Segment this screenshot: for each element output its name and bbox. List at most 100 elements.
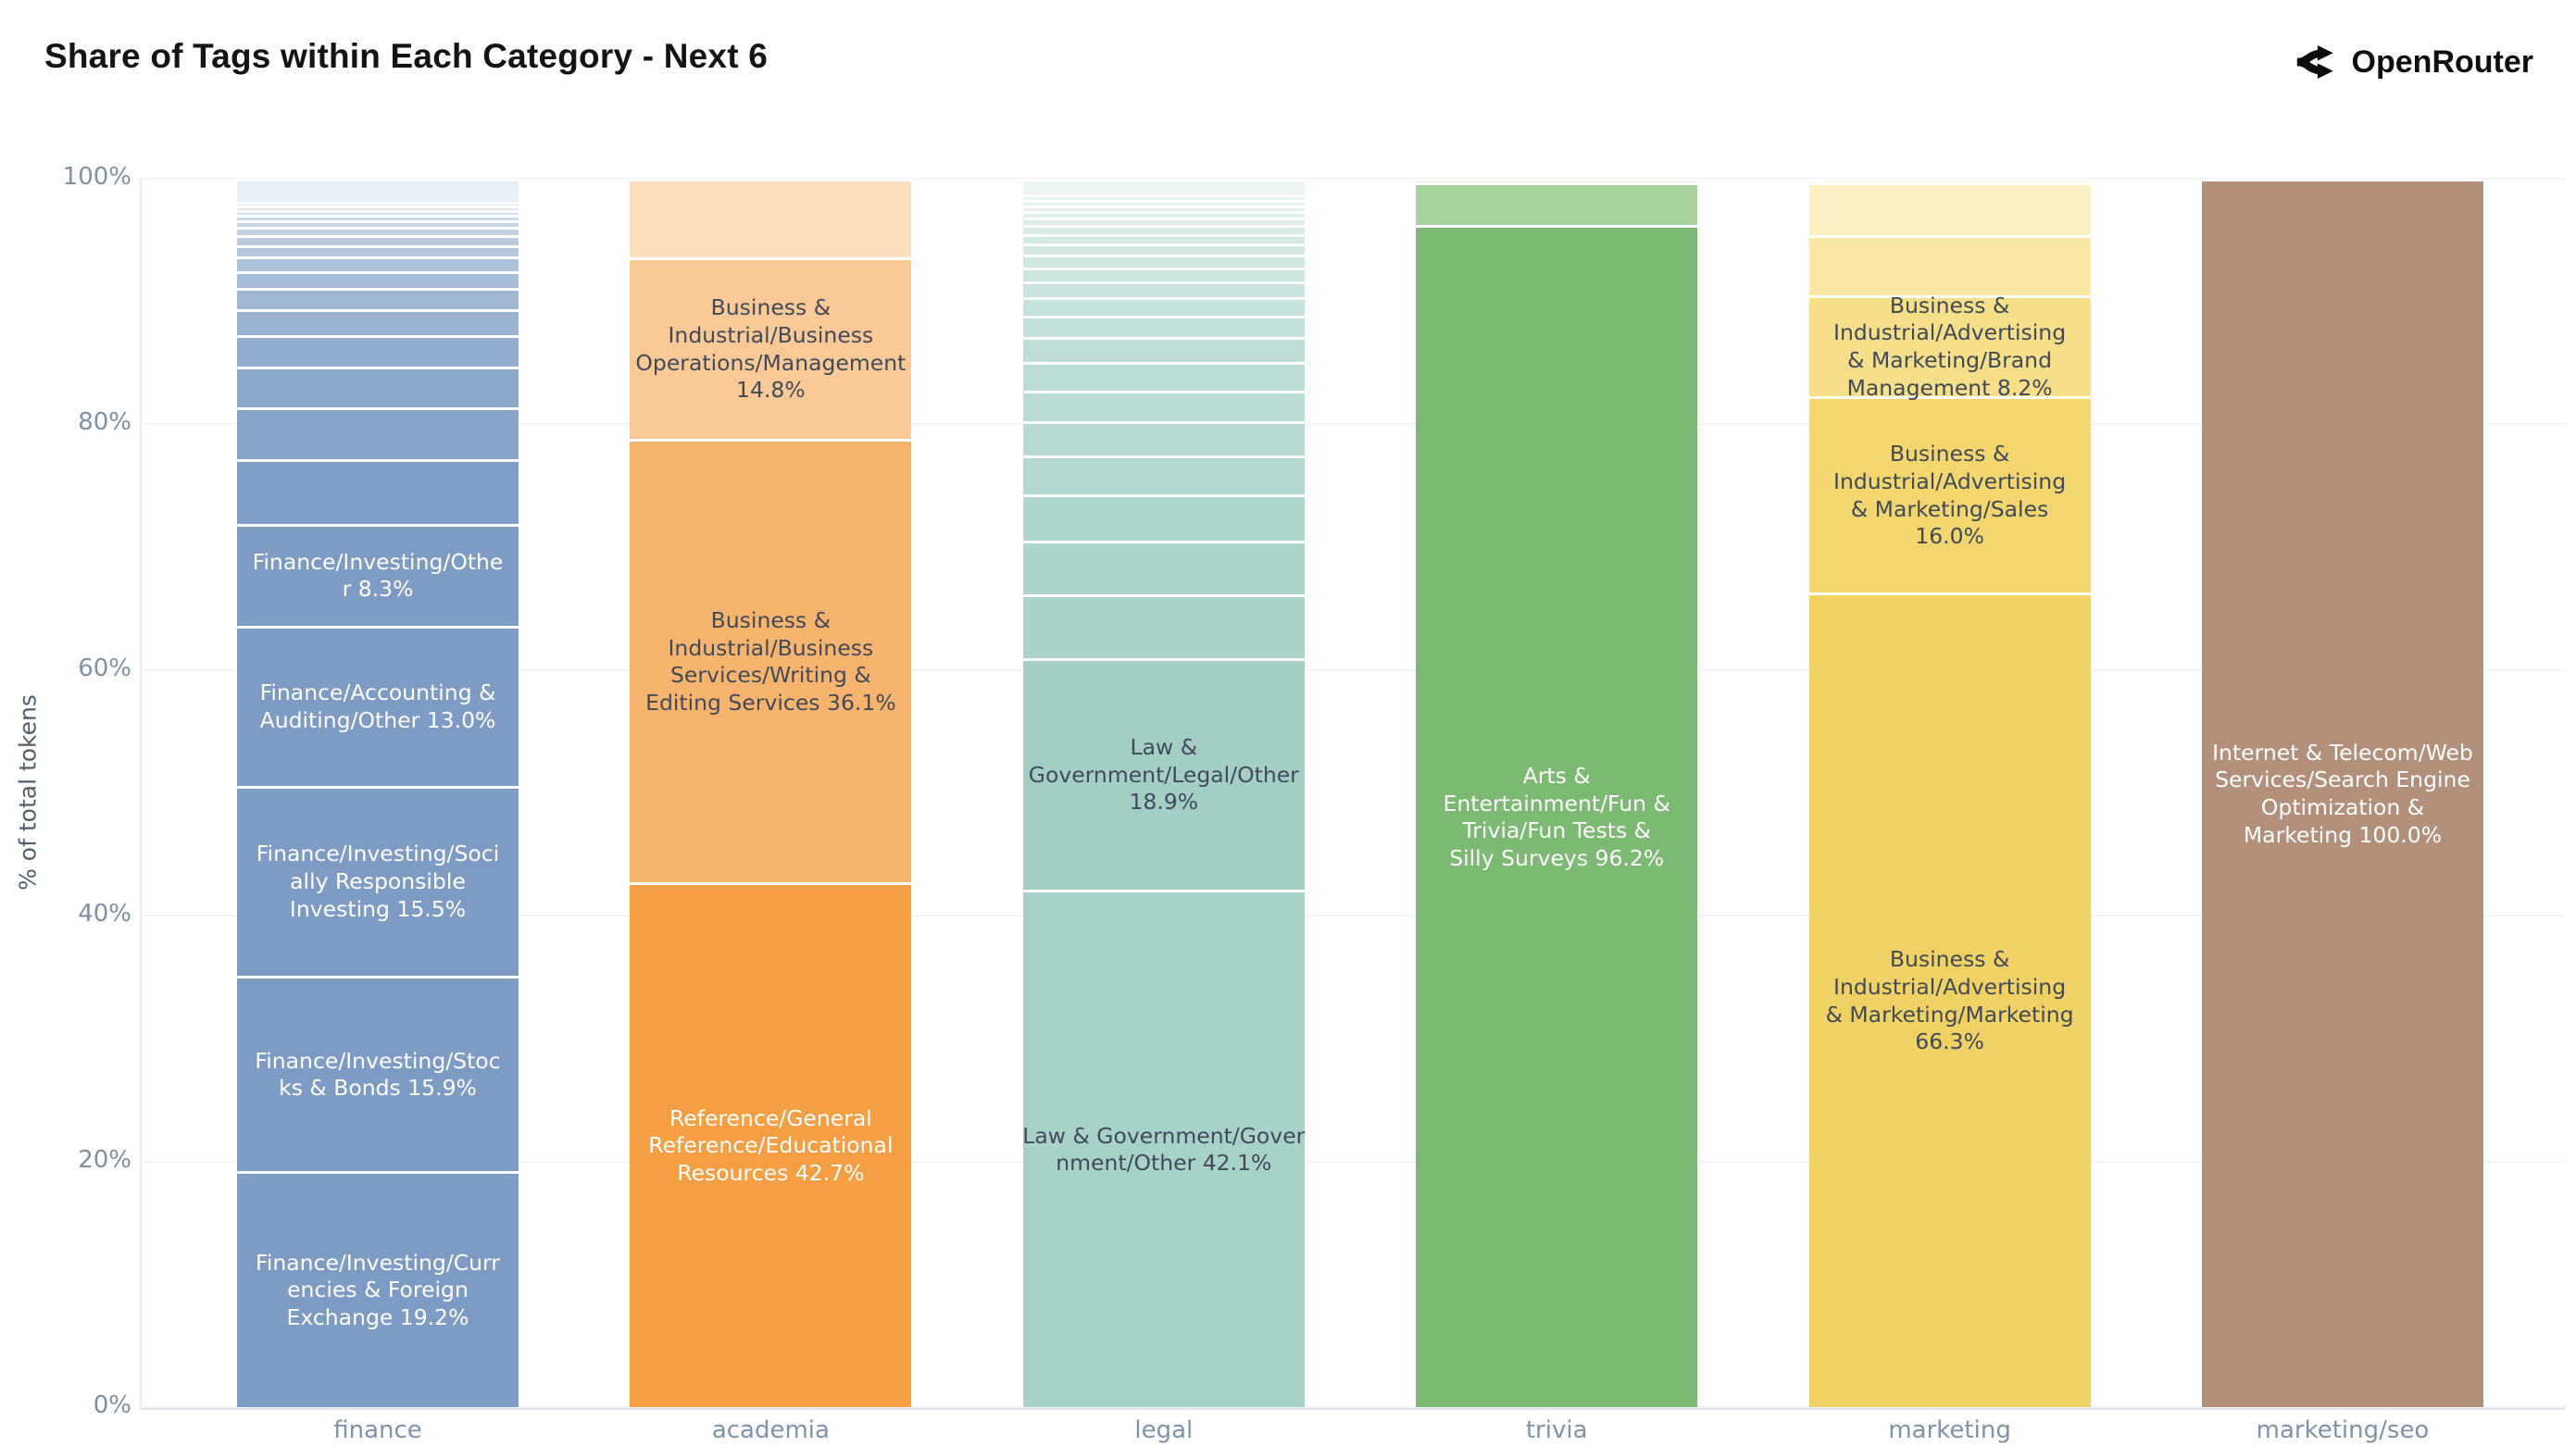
bar-segment-academia-2[interactable]: Business & Industrial/Business Operation…	[630, 256, 912, 440]
segment-label: Finance/Investing/Stoc ks & Bonds 15.9%	[255, 1047, 501, 1102]
bar-segment-legal-2[interactable]	[1022, 594, 1305, 658]
segment-label-wrap: Internet & Telecom/Web Services/Search E…	[2202, 181, 2483, 1407]
bar-segment-finance-2[interactable]: Finance/Investing/Soci ally Responsible …	[237, 785, 519, 977]
y-tick-label: 60%	[78, 654, 131, 682]
segment-label: Business & Industrial/Business Services/…	[645, 607, 896, 716]
bar-segment-legal-18[interactable]	[1022, 218, 1305, 226]
bar-segment-legal-9[interactable]	[1022, 337, 1305, 362]
bar-segment-legal-11[interactable]	[1022, 297, 1305, 316]
bar-segment-finance-5[interactable]	[237, 458, 519, 524]
bar-segment-academia-1[interactable]: Business & Industrial/Business Services/…	[630, 439, 912, 883]
x-tick-label-trivia: trivia	[1525, 1416, 1588, 1444]
bar-segment-legal-0[interactable]: Law & Government/Gover nment/Other 42.1%	[1022, 890, 1306, 1407]
y-tick-label: 20%	[78, 1145, 131, 1174]
bar-segment-finance-15[interactable]	[237, 227, 519, 236]
segment-label-wrap: Finance/Investing/Curr encies & Foreign …	[237, 1174, 519, 1407]
y-tick-label: 40%	[78, 900, 131, 929]
bar-segment-finance-19[interactable]	[237, 206, 519, 210]
bar-marketing: Business & Industrial/Advertising & Mark…	[1808, 179, 2091, 1407]
x-axis-line	[141, 1408, 2565, 1410]
segment-label-wrap: Law & Government/Gover nment/Other 42.1%	[1022, 892, 1306, 1407]
bar-segment-finance-1[interactable]: Finance/Investing/Stoc ks & Bonds 15.9%	[237, 976, 519, 1172]
bar-segment-finance-8[interactable]	[237, 334, 519, 368]
y-axis-line	[140, 179, 142, 1409]
gridline-100%	[141, 178, 2565, 180]
bar-segment-legal-6[interactable]	[1022, 421, 1305, 455]
segment-label: Business & Industrial/Advertising & Mark…	[1825, 946, 2074, 1055]
bar-segment-finance-11[interactable]	[237, 270, 519, 289]
bar-segment-academia-3[interactable]	[630, 179, 912, 257]
bar-segment-trivia-0[interactable]: Arts & Entertainment/Fun & Trivia/Fun Te…	[1416, 225, 1698, 1407]
gridline-0%	[141, 1406, 2565, 1408]
bar-segment-finance-3[interactable]: Finance/Accounting & Auditing/Other 13.0…	[237, 626, 519, 786]
bar-segment-finance-0[interactable]: Finance/Investing/Curr encies & Foreign …	[237, 1171, 519, 1407]
bar-segment-finance-6[interactable]	[237, 406, 519, 459]
bar-segment-finance-7[interactable]	[237, 367, 519, 407]
bar-segment-finance-18[interactable]	[237, 209, 519, 216]
brand-name: OpenRouter	[2351, 44, 2533, 80]
bar-legal: Law & Government/Gover nment/Other 42.1%…	[1022, 179, 1306, 1407]
bar-segment-legal-3[interactable]	[1022, 540, 1305, 595]
segment-label-wrap: Reference/General Reference/Educational …	[630, 885, 911, 1407]
bar-segment-finance-13[interactable]	[237, 244, 519, 257]
bar-segment-marketing-1[interactable]: Business & Industrial/Advertising & Mark…	[1808, 395, 2091, 593]
segment-label-wrap: Business & Industrial/Advertising & Mark…	[1809, 595, 2091, 1407]
segment-label-wrap: Finance/Accounting & Auditing/Other 13.0…	[237, 629, 519, 786]
y-tick-label: 0%	[93, 1391, 131, 1419]
segment-label: Finance/Accounting & Auditing/Other 13.0…	[259, 679, 496, 733]
bar-segment-trivia-1[interactable]	[1416, 182, 1698, 226]
brand-logo-link[interactable]: OpenRouter	[2295, 41, 2533, 83]
bar-segment-finance-10[interactable]	[237, 288, 519, 309]
segment-label: Finance/Investing/Soci ally Responsible …	[256, 841, 500, 922]
x-tick-label-finance: finance	[333, 1416, 422, 1444]
segment-label: Law & Government/Gover nment/Other 42.1%	[1022, 1122, 1306, 1177]
segment-label: Arts & Entertainment/Fun & Trivia/Fun Te…	[1443, 763, 1670, 871]
bar-segment-marketing-seo-0[interactable]: Internet & Telecom/Web Services/Search E…	[2202, 179, 2483, 1407]
bar-finance: Finance/Investing/Curr encies & Foreign …	[237, 179, 519, 1407]
bar-segment-marketing-5[interactable]	[1808, 179, 2091, 182]
bar-segment-legal-22[interactable]	[1022, 194, 1305, 200]
bar-segment-finance-12[interactable]	[237, 256, 519, 271]
y-tick-label: 100%	[62, 163, 131, 191]
bar-segment-legal-5[interactable]	[1022, 455, 1305, 495]
page-title: Share of Tags within Each Category - Nex…	[44, 37, 768, 75]
bar-segment-finance-21[interactable]	[237, 179, 519, 203]
bar-segment-finance-17[interactable]	[237, 215, 519, 221]
bar-segment-finance-4[interactable]: Finance/Investing/Othe r 8.3%	[237, 523, 519, 627]
bar-segment-academia-0[interactable]: Reference/General Reference/Educational …	[630, 882, 912, 1407]
bar-segment-marketing-2[interactable]: Business & Industrial/Advertising & Mark…	[1808, 293, 2091, 401]
segment-label-wrap: Business & Industrial/Advertising & Mark…	[1809, 399, 2091, 592]
bar-segment-finance-20[interactable]	[237, 202, 519, 206]
bar-segment-legal-7[interactable]	[1022, 390, 1305, 422]
bar-segment-legal-12[interactable]	[1022, 280, 1305, 298]
bar-segment-legal-15[interactable]	[1022, 243, 1305, 256]
bar-segment-trivia-2[interactable]	[1416, 179, 1698, 182]
bar-segment-finance-14[interactable]	[237, 235, 519, 245]
bar-segment-legal-20[interactable]	[1022, 205, 1305, 212]
gridline-40%	[141, 915, 2565, 917]
segment-label-wrap: Business & Industrial/Business Operation…	[630, 260, 911, 439]
segment-label-wrap: Business & Industrial/Advertising & Mark…	[1809, 293, 2091, 401]
bar-segment-legal-10[interactable]	[1022, 315, 1305, 338]
bar-segment-marketing-0[interactable]: Business & Industrial/Advertising & Mark…	[1808, 592, 2091, 1407]
bar-segment-finance-16[interactable]	[237, 220, 519, 228]
bar-segment-marketing-3[interactable]	[1808, 235, 2091, 296]
segment-label: Business & Industrial/Advertising & Mark…	[1833, 441, 2067, 550]
bar-segment-legal-1[interactable]: Law & Government/Legal/Other 18.9%	[1022, 657, 1305, 891]
bar-segment-finance-9[interactable]	[237, 308, 519, 335]
x-tick-label-marketing: marketing	[1888, 1416, 2011, 1444]
bar-segment-marketing-4[interactable]	[1808, 182, 2091, 236]
x-tick-label-legal: legal	[1134, 1416, 1194, 1444]
bar-segment-legal-19[interactable]	[1022, 211, 1305, 218]
bar-segment-legal-16[interactable]	[1022, 233, 1305, 244]
bar-segment-legal-21[interactable]	[1022, 199, 1305, 206]
bar-segment-legal-4[interactable]	[1022, 494, 1305, 541]
bar-segment-legal-23[interactable]	[1022, 179, 1305, 195]
bar-segment-legal-13[interactable]	[1022, 267, 1305, 281]
bar-segment-legal-14[interactable]	[1022, 255, 1305, 268]
segment-label: Reference/General Reference/Educational …	[648, 1104, 894, 1186]
bar-segment-legal-8[interactable]	[1022, 361, 1305, 391]
segment-label: Finance/Investing/Curr encies & Foreign …	[256, 1249, 500, 1330]
bar-segment-legal-17[interactable]	[1022, 225, 1305, 234]
